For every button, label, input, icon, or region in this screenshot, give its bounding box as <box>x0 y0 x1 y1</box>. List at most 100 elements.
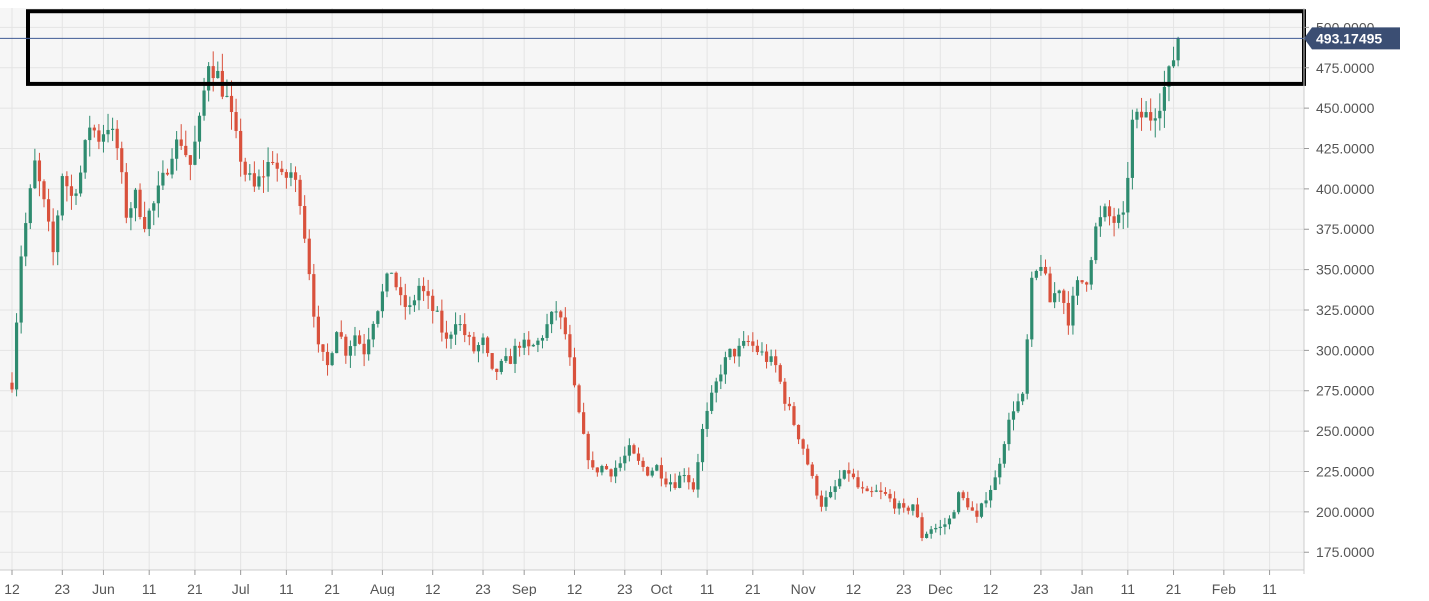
candle[interactable] <box>289 162 293 187</box>
candle[interactable] <box>298 175 302 215</box>
candle[interactable] <box>591 451 595 470</box>
candle[interactable] <box>376 310 380 328</box>
candle[interactable] <box>399 276 403 306</box>
candle[interactable] <box>906 505 910 515</box>
candle[interactable] <box>56 210 60 266</box>
candle[interactable] <box>604 463 609 470</box>
candle[interactable] <box>1034 269 1038 281</box>
candle[interactable] <box>431 289 435 324</box>
candle[interactable] <box>74 188 78 205</box>
candle[interactable] <box>307 229 311 281</box>
candle[interactable] <box>902 498 906 513</box>
candle[interactable] <box>1103 203 1107 222</box>
candle[interactable] <box>389 272 394 274</box>
candle[interactable] <box>421 277 426 302</box>
candle[interactable] <box>1176 36 1180 67</box>
candle[interactable] <box>161 160 165 191</box>
candle[interactable] <box>97 124 101 150</box>
candle[interactable] <box>1130 109 1134 190</box>
candle[interactable] <box>568 324 572 366</box>
candle[interactable] <box>380 283 385 318</box>
candle[interactable] <box>138 183 142 220</box>
candle[interactable] <box>865 485 869 492</box>
candle[interactable] <box>824 490 828 511</box>
candle[interactable] <box>101 124 106 153</box>
candle[interactable] <box>229 80 234 130</box>
candle[interactable] <box>545 313 549 342</box>
candle[interactable] <box>659 457 663 487</box>
candle[interactable] <box>467 331 471 346</box>
candle[interactable] <box>147 208 151 237</box>
candle[interactable] <box>69 174 74 210</box>
candle[interactable] <box>243 157 247 182</box>
candle[interactable] <box>508 348 513 365</box>
candle[interactable] <box>303 195 307 244</box>
candle[interactable] <box>1089 256 1093 290</box>
candle[interactable] <box>284 169 288 189</box>
candle[interactable] <box>339 320 343 340</box>
candle[interactable] <box>874 484 878 493</box>
candle[interactable] <box>1002 441 1006 468</box>
candle[interactable] <box>179 124 183 150</box>
candle[interactable] <box>1043 259 1048 276</box>
candle[interactable] <box>993 470 997 491</box>
candle[interactable] <box>586 431 590 470</box>
candle[interactable] <box>1053 282 1057 309</box>
candle[interactable] <box>623 446 627 471</box>
candle[interactable] <box>527 331 531 356</box>
candle[interactable] <box>732 348 737 364</box>
candle[interactable] <box>847 462 851 482</box>
candle[interactable] <box>271 151 275 165</box>
candle[interactable] <box>970 501 974 511</box>
candle[interactable] <box>792 402 796 427</box>
candle[interactable] <box>833 479 837 500</box>
candle[interactable] <box>796 424 801 445</box>
candle[interactable] <box>207 62 211 102</box>
candle[interactable] <box>417 278 421 311</box>
candle[interactable] <box>1098 205 1102 237</box>
candle[interactable] <box>1080 280 1084 284</box>
candle[interactable] <box>120 141 124 184</box>
candle[interactable] <box>152 201 156 226</box>
candle[interactable] <box>33 148 37 190</box>
candle[interactable] <box>678 471 682 489</box>
candle[interactable] <box>655 463 659 472</box>
candle[interactable] <box>1153 108 1157 138</box>
candle[interactable] <box>582 402 586 435</box>
candle[interactable] <box>65 171 69 202</box>
candle[interactable] <box>998 457 1002 485</box>
candle[interactable] <box>275 153 279 182</box>
candle[interactable] <box>335 331 339 354</box>
candle[interactable] <box>357 330 362 345</box>
candle[interactable] <box>1075 276 1080 305</box>
candle[interactable] <box>618 456 622 472</box>
candle[interactable] <box>481 333 485 354</box>
candle[interactable] <box>321 344 325 361</box>
candle[interactable] <box>10 372 14 393</box>
candle[interactable] <box>595 467 599 477</box>
candle[interactable] <box>815 474 819 500</box>
candle[interactable] <box>51 208 55 266</box>
candle[interactable] <box>755 339 759 356</box>
candle[interactable] <box>1016 393 1020 414</box>
candle[interactable] <box>989 485 993 508</box>
candle[interactable] <box>129 202 133 231</box>
candle[interactable] <box>760 342 764 356</box>
candle[interactable] <box>536 337 540 353</box>
candle[interactable] <box>1011 401 1016 431</box>
candle[interactable] <box>540 335 545 349</box>
candle[interactable] <box>316 305 320 353</box>
candle[interactable] <box>504 347 508 363</box>
candle[interactable] <box>934 523 938 533</box>
candle[interactable] <box>929 525 933 539</box>
candle[interactable] <box>188 155 192 181</box>
candle[interactable] <box>435 306 439 312</box>
candle[interactable] <box>371 321 375 348</box>
candle[interactable] <box>261 160 266 193</box>
candle[interactable] <box>737 338 741 367</box>
candle[interactable] <box>810 462 814 479</box>
candle[interactable] <box>266 147 270 192</box>
candle[interactable] <box>83 139 87 179</box>
candle[interactable] <box>1126 162 1130 228</box>
